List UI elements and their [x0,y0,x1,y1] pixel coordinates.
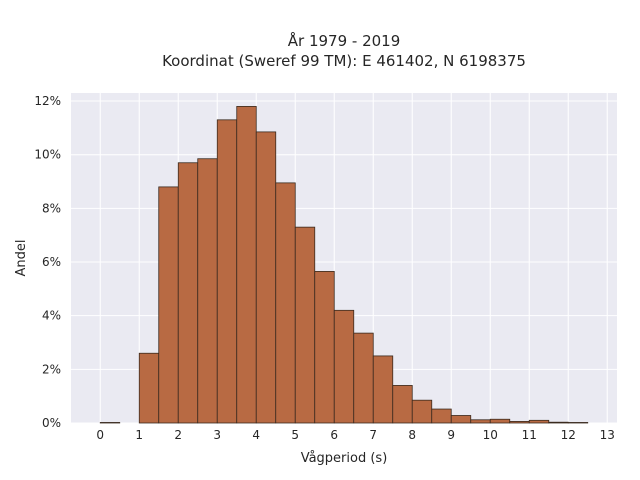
x-tick-label-9: 9 [447,428,455,442]
histogram-bar-18 [450,415,472,424]
chart-title-line-2: Koordinat (Sweref 99 TM): E 461402, N 61… [162,52,526,70]
histogram-bar-10 [294,226,316,424]
histogram-bar-24 [567,422,589,424]
histogram-bar-4 [177,162,199,424]
x-tick-label-2: 2 [174,428,182,442]
y-tick-label-4: 8% [42,201,61,215]
histogram-bar-16 [411,399,433,424]
histogram-bar-5 [197,158,218,424]
x-tick-label-5: 5 [291,428,299,442]
histogram-bar-21 [509,420,530,424]
x-tick-label-7: 7 [369,428,377,442]
histogram-bar-19 [470,419,491,424]
y-tick-label-0: 0% [42,416,61,430]
x-axis-label: Vågperiod (s) [301,451,388,466]
x-tick-label-3: 3 [213,428,221,442]
x-tick-labels: 0 1 2 3 4 5 6 7 8 9 10 11 12 13 [96,428,614,442]
histogram-bars [99,106,589,424]
histogram-bar-6 [216,119,238,424]
histogram-bar-8 [255,131,277,424]
x-tick-label-12: 12 [561,428,576,442]
histogram-bar-3 [158,186,179,424]
x-tick-label-10: 10 [483,428,498,442]
histogram-bar-20 [489,418,511,424]
histogram-bar-9 [275,182,296,424]
x-tick-label-6: 6 [330,428,338,442]
histogram-bar-13 [353,332,374,424]
histogram-bar-2 [138,352,160,424]
histogram-bar-23 [548,421,569,424]
y-tick-labels: 0% 2% 4% 6% 8% 10% 12% [34,94,61,430]
histogram-bar-15 [392,385,413,424]
histogram-bar-14 [372,355,394,424]
y-tick-label-6: 12% [34,94,61,108]
x-tick-label-8: 8 [408,428,416,442]
y-tick-label-3: 6% [42,255,61,269]
x-tick-label-0: 0 [96,428,104,442]
x-tick-label-11: 11 [522,428,537,442]
y-axis-label: Andel [14,240,29,277]
x-tick-label-1: 1 [135,428,143,442]
histogram-bar-0 [99,422,121,424]
y-tick-label-1: 2% [42,362,61,376]
histogram-bar-11 [314,271,335,424]
histogram-bar-17 [431,408,452,424]
histogram-bar-7 [236,106,257,424]
histogram-bar-12 [333,309,355,424]
chart-title-line-1: År 1979 - 2019 [288,31,401,50]
y-tick-label-2: 4% [42,309,61,323]
x-tick-label-13: 13 [600,428,615,442]
y-tick-label-5: 10% [34,148,61,162]
histogram-bar-22 [528,419,550,424]
x-tick-label-4: 4 [252,428,260,442]
